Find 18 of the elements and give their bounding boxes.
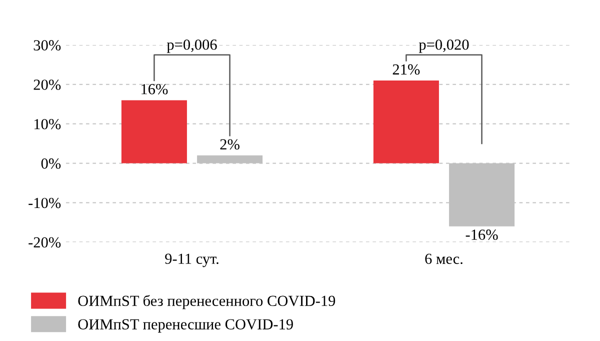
data-label: 16% (142, 84, 168, 94)
x-tick-label: 6 мес. (425, 254, 462, 264)
legend-label: ОИМпST перенесшие COVID-19 (78, 319, 293, 333)
data-label: -16% (466, 230, 498, 240)
bar (121, 100, 187, 164)
data-label: 21% (392, 64, 420, 75)
y-tick-label: -10% (28, 198, 61, 208)
y-tick-label: 0% (41, 158, 61, 169)
y-tick-label: 10% (34, 118, 61, 130)
bar (373, 80, 439, 164)
annotation: p=0,020 (418, 39, 469, 53)
y-tick-label: -20% (28, 237, 61, 248)
y-tick-label: 20% (34, 80, 61, 90)
data-label: 2% (220, 139, 240, 150)
x-tick-label: 9-11 сут. (165, 254, 218, 268)
legend-label: ОИМпST без перенесенного COVID-19 (78, 294, 336, 310)
y-tick-label: 30% (34, 40, 61, 51)
annotation: p=0,006 (166, 39, 217, 53)
